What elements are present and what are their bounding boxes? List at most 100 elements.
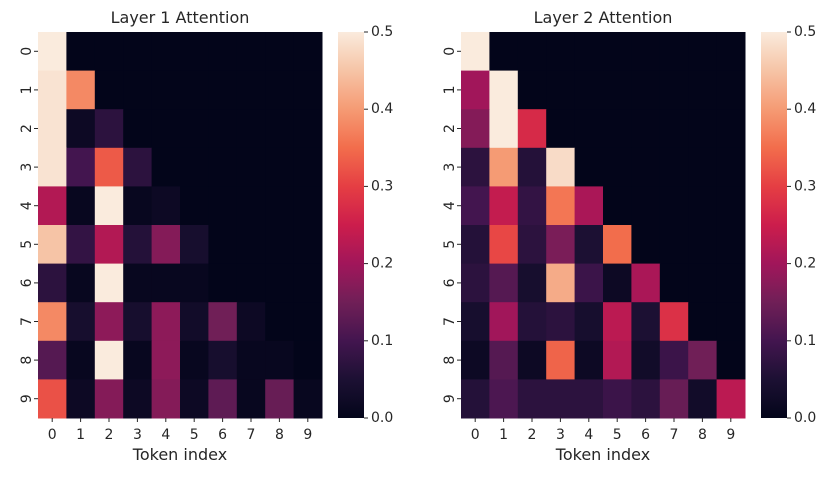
heatmap-cell (546, 70, 576, 110)
heatmap-cell (265, 70, 295, 110)
heatmap-cell (688, 109, 718, 149)
heatmap-cell (631, 340, 661, 380)
x-tick-label: 7 (247, 427, 256, 443)
heatmap-cell (574, 32, 604, 72)
heatmap-cell (603, 147, 632, 187)
heatmap-cell (603, 379, 632, 419)
heatmap-cell (631, 263, 661, 303)
x-tick-label: 9 (726, 427, 735, 443)
y-tick-label: 5 (19, 240, 35, 249)
heatmap-panel-2: Layer 2 Attention 0 1 2 3 4 5 6 7 8 9 0 1 2 3 4 5 6 7 8 9 Tok… (442, 8, 816, 464)
heatmap-cell (631, 109, 661, 149)
heatmap-cell (293, 340, 323, 380)
heatmap-cell (688, 379, 718, 419)
heatmap-cell (659, 70, 689, 110)
heatmap-cell (293, 32, 323, 72)
y-tick-label: 1 (442, 85, 458, 94)
heatmap-cell (66, 32, 96, 72)
heatmap-cell (574, 302, 604, 342)
x-tick-label: 0 (471, 427, 480, 443)
colorbar-tick-label: 0.1 (371, 333, 393, 349)
x-tick-label: 6 (641, 427, 650, 443)
x-tick-label: 8 (698, 427, 707, 443)
heatmap-cell (461, 263, 490, 303)
y-tick-label: 0 (19, 47, 35, 56)
heatmap-cell (38, 70, 67, 110)
heatmap-cell (208, 302, 238, 342)
heatmap-cell (123, 109, 153, 149)
heatmap-cell (293, 302, 323, 342)
y-tick-label: 0 (442, 47, 458, 56)
heatmap-cell (151, 263, 181, 303)
chart-title: Layer 2 Attention (534, 8, 673, 27)
heatmap-cell (66, 379, 96, 419)
x-tick-label: 1 (499, 427, 508, 443)
x-tick-label: 4 (584, 427, 593, 443)
y-tick-label: 5 (442, 240, 458, 249)
heatmap-cell (716, 32, 746, 72)
heatmap-cell (180, 379, 209, 419)
heatmap-cell (38, 147, 67, 187)
heatmap-cell (66, 340, 96, 380)
heatmap-cell (94, 302, 124, 342)
colorbar (338, 32, 364, 418)
x-tick-label: 2 (105, 427, 114, 443)
heatmap-cell (461, 379, 490, 419)
x-tick-label: 6 (218, 427, 227, 443)
heatmap-cell (489, 379, 519, 419)
heatmap-cell (151, 70, 181, 110)
x-tick-label: 2 (528, 427, 537, 443)
heatmap-cell (265, 302, 295, 342)
heatmap-cell (489, 147, 519, 187)
heatmap-cell (489, 109, 519, 149)
heatmap-cell (236, 186, 266, 226)
heatmap-cell (517, 32, 547, 72)
heatmap-cell (293, 147, 323, 187)
heatmap-cell (716, 379, 746, 419)
chart-title: Layer 1 Attention (111, 8, 250, 27)
heatmap-cell (489, 186, 519, 226)
heatmap-cell (66, 302, 96, 342)
heatmap-cell (517, 70, 547, 110)
heatmap-cell (38, 302, 67, 342)
heatmap-cell (461, 32, 490, 72)
heatmap-cell (123, 147, 153, 187)
heatmap-cell (603, 302, 632, 342)
heatmap-cell (265, 225, 295, 265)
heatmap-cell (716, 302, 746, 342)
heatmap-cell (688, 225, 718, 265)
heatmap-cell (208, 32, 238, 72)
x-tick-label: 3 (556, 427, 565, 443)
heatmap-cell (151, 147, 181, 187)
y-tick-label: 9 (442, 394, 458, 403)
heatmap-cell (574, 379, 604, 419)
heatmap-cell (94, 147, 124, 187)
colorbar-tick-label: 0.4 (794, 101, 816, 117)
y-tick-label: 8 (19, 356, 35, 365)
heatmap-cell (631, 147, 661, 187)
heatmap-cell (659, 340, 689, 380)
heatmap-cell (293, 186, 323, 226)
y-tick-label: 8 (442, 356, 458, 365)
heatmap-cell (461, 302, 490, 342)
heatmap-cell (489, 225, 519, 265)
heatmap-cell (180, 225, 209, 265)
heatmap-cell (546, 225, 576, 265)
heatmap-cell (631, 32, 661, 72)
colorbar-tick-label: 0.2 (371, 256, 393, 272)
heatmap-cell (38, 32, 67, 72)
heatmap-cell (603, 70, 632, 110)
heatmap-cell (66, 263, 96, 303)
heatmap-cell (489, 340, 519, 380)
heatmap-cell (123, 263, 153, 303)
heatmap-cell (574, 70, 604, 110)
heatmap-cell (546, 263, 576, 303)
heatmap-cell (517, 263, 547, 303)
x-tick-label: 4 (161, 427, 170, 443)
heatmap-cell (517, 225, 547, 265)
heatmap-cell (461, 109, 490, 149)
heatmap-cell (265, 263, 295, 303)
y-tick-label: 7 (442, 317, 458, 326)
heatmap-cell (293, 225, 323, 265)
